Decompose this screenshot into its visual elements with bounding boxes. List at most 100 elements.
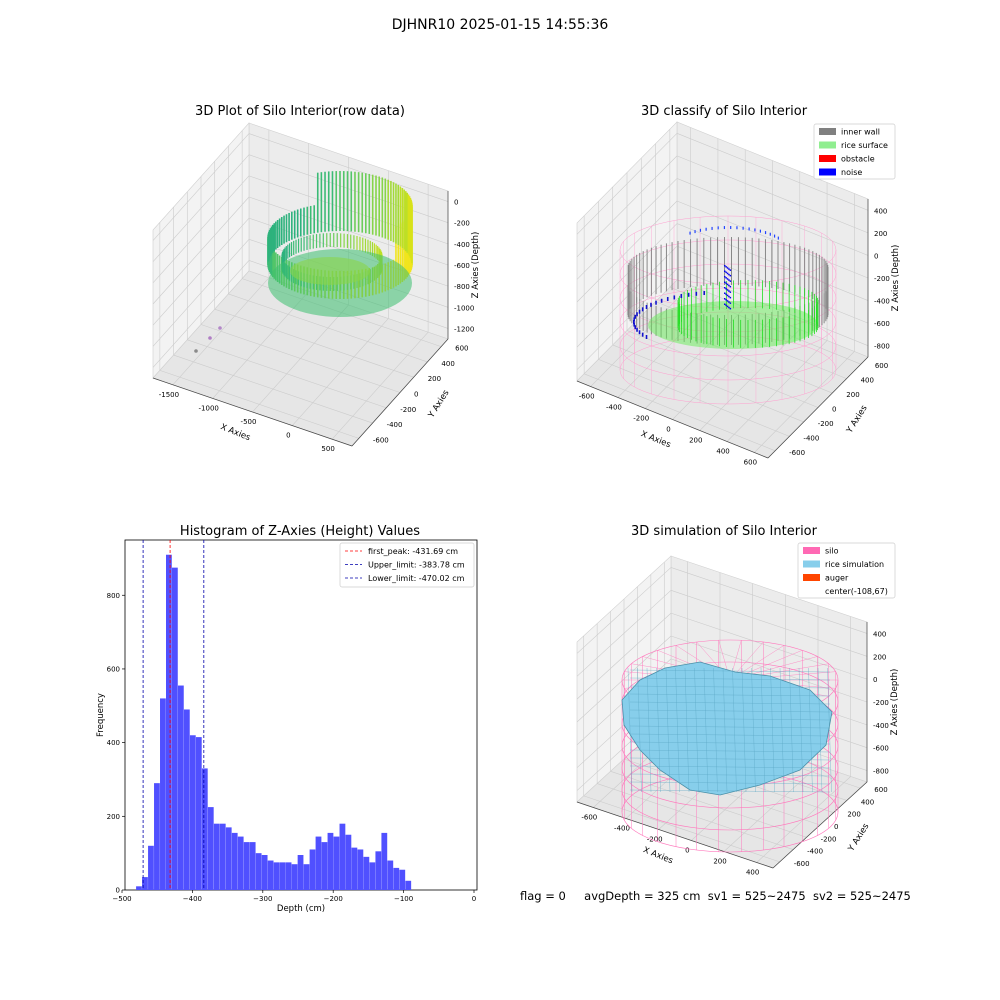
histogram-bar [243,842,250,890]
simulation-legend: silo rice simulation auger center(-108,67) [797,542,896,599]
raw-outlier-point [208,336,212,340]
y-tick-label: 600 [107,665,120,673]
grid-z [576,178,678,280]
grid-z [152,260,250,368]
noise-point [660,298,663,303]
x-tick-label: -400 [606,404,622,412]
legend-label: auger [825,574,849,583]
noise-point [725,277,727,279]
noise-point [759,229,761,233]
grid-z [152,196,250,305]
histogram-bar [339,823,346,890]
grid-z [676,178,869,256]
z-tick-label: -800 [873,768,889,776]
noise-point [725,299,727,301]
rice-mesh-line [629,773,831,777]
y-tick-label: -400 [387,421,403,429]
rice-mesh-line [629,693,831,697]
grid-z [576,245,678,348]
grid-z [248,175,449,245]
noise-point [729,296,732,299]
z-tick-label: -600 [873,745,889,753]
noise-point [638,330,641,335]
rice-mesh-line [779,667,785,793]
grid-z [152,239,250,347]
noise-point [724,276,726,278]
z-tick-label: -200 [873,699,889,707]
noise-point [728,268,730,270]
y-tick-label: 400 [107,739,120,747]
histogram-bar [321,842,328,890]
x-tick-label: 0 [685,847,689,855]
axes3d-0: -1500 -1000 -500 0 500 -600 -400 -200 0 200400600… [152,122,481,453]
legend-box [339,542,475,588]
noise-point [729,269,732,271]
noise-point [633,317,635,322]
z-tick-label: 200 [873,653,886,661]
grid-z [676,155,869,234]
grid-z [576,590,672,677]
grid-y [612,344,804,423]
rice-mesh-line [827,667,832,793]
rice-surface-mass [648,301,818,349]
sv1-value: sv1 = 525~2475 [707,889,806,903]
x-tick-label: -600 [579,393,595,401]
histogram-bar [213,823,220,890]
legend-label: Upper_limit: -383.78 cm [368,561,465,570]
z-tick-label: 400 [874,207,887,215]
noise-point [777,236,779,240]
legend-swatch [819,155,836,162]
legend-swatch [803,547,820,554]
x-tick-label: 200 [689,437,702,445]
legend-box [797,542,896,599]
y-axis-label: Y Axies [846,821,872,854]
grid-z [670,612,868,680]
rice-simulation-surface [621,661,833,796]
grid-y [597,783,794,850]
z-tick-label: -400 [873,722,889,730]
z-axis-label: Z Axies (Depth) [890,669,900,736]
noise-point [726,294,729,297]
x-tick-label: 400 [746,869,759,877]
z-tick-label: -400 [874,298,890,306]
noise-point [633,322,635,327]
noise-point [728,306,730,309]
y-tick-label: 0 [832,406,836,414]
grid-z [152,154,250,262]
noise-point [645,305,648,309]
grid-y [214,308,414,378]
figure-title: DJHNR10 2025-01-15 14:55:36 [391,17,609,33]
noise-point [666,297,669,302]
histogram-legend: first_peak: -431.69 cm Upper_limit: -383.… [339,542,475,588]
histogram-axes: −500 −400 −300 −200 −100 0 0 200 400 600 800 Depth … [96,539,478,914]
y-tick-label: 800 [107,592,120,600]
rice-mesh-line [629,677,831,681]
flag-value: flag = 0 [520,889,566,903]
rice-mesh-line [741,667,747,793]
x-tick-label: −200 [324,895,343,903]
axes3d-1: -600-400-2000200400600-600-400-200020040… [576,121,901,467]
x-tick-label: 400 [716,448,729,456]
noise-point [705,227,707,231]
rice-mesh-line [629,757,831,761]
y-tick-label: 0 [116,887,120,895]
y-tick-label: 200 [107,813,120,821]
z-tick-label: 0 [454,199,458,207]
rice-mesh-line [713,667,718,793]
histogram-title: Histogram of Z-Axies (Height) Values [179,524,421,539]
histogram-bar [255,853,262,890]
legend-label: rice surface [841,141,888,150]
classify-legend: inner wall rice surface obstacle noise [813,123,896,180]
noise-point [723,226,726,230]
noise-point [634,314,637,319]
avg-depth-value: avgDepth = 325 cm [584,889,701,903]
legend-label: center(-108,67) [825,587,888,596]
rice-mesh-line [629,701,831,705]
x-tick-label: -200 [633,415,649,423]
noise-point [730,226,732,230]
y-tick-label: -600 [373,436,389,444]
noise-point [673,295,676,300]
histogram-bar [207,807,214,890]
z-axis-label: Z Axies (Depth) [471,232,481,299]
